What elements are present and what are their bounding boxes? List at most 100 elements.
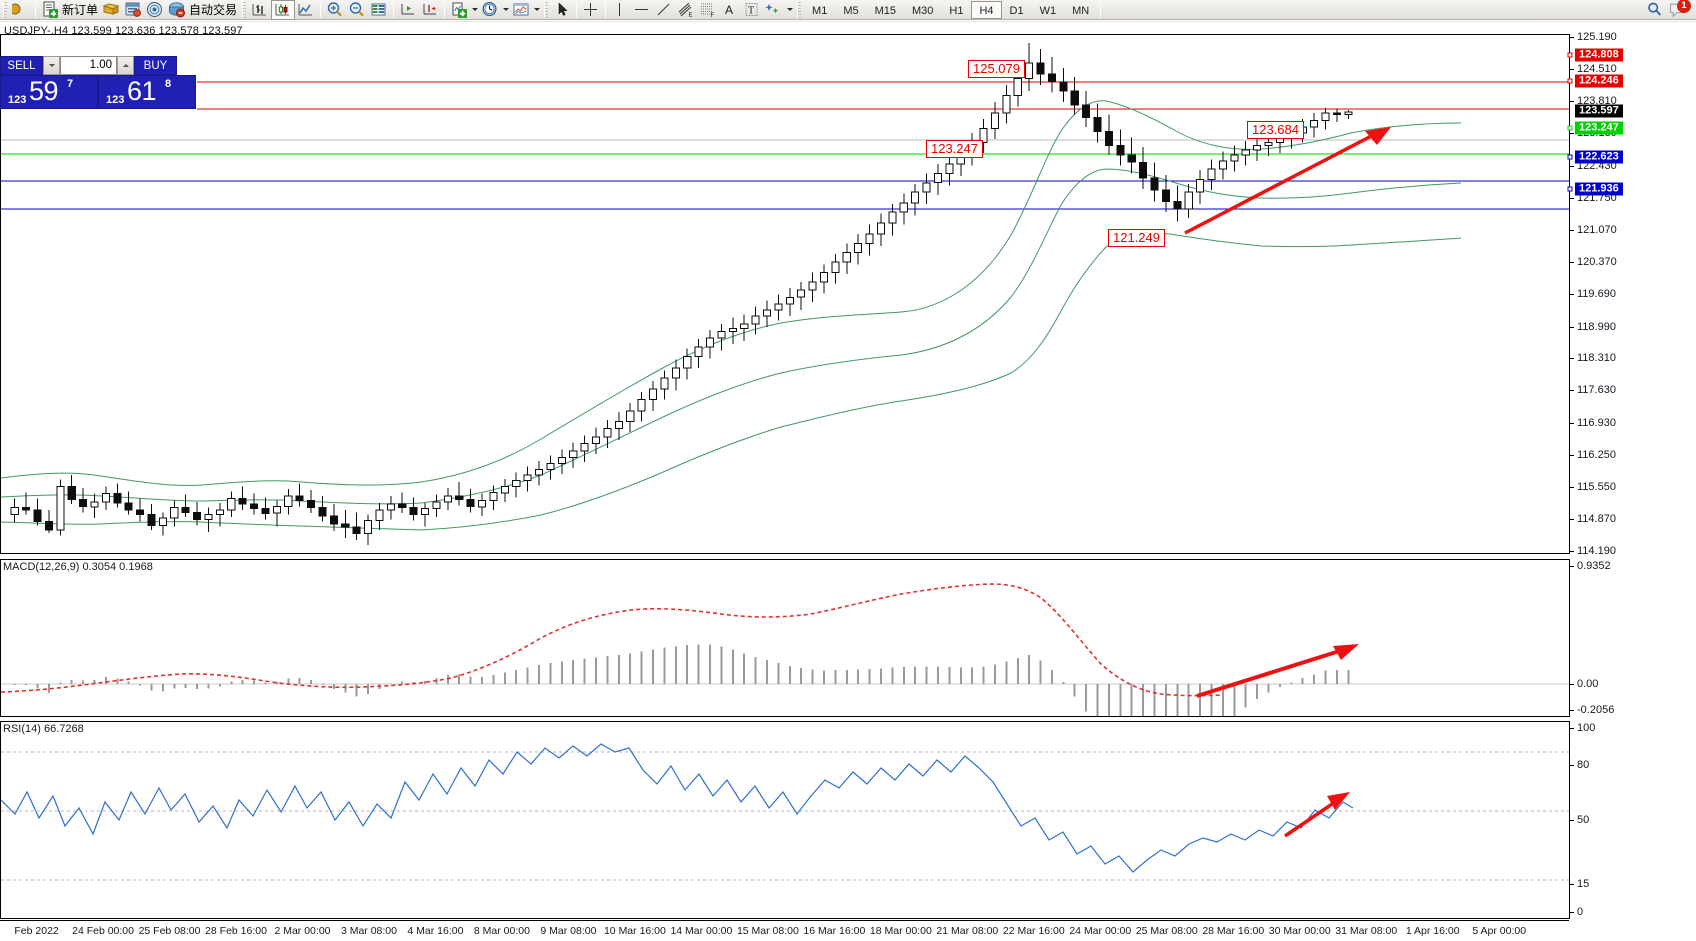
timeframe-w1[interactable]: W1 (1039, 4, 1057, 17)
bid-price-display[interactable]: 123 59 7 (0, 75, 98, 109)
timeframe-h1[interactable]: H1 (949, 4, 964, 17)
navigator-button[interactable] (144, 0, 166, 20)
toolbar-grip-4[interactable] (797, 1, 802, 18)
toolbar-grip[interactable] (3, 1, 7, 18)
time-axis-label: 14 Mar 00:00 (670, 925, 733, 937)
price-trendline-arrow (1184, 127, 1391, 235)
cursor-button[interactable] (551, 0, 573, 20)
templates-button[interactable] (510, 0, 532, 20)
level-lines (1, 81, 1569, 210)
toolbar-grip-2[interactable] (242, 1, 247, 18)
zoom-in-button[interactable] (324, 0, 346, 20)
sell-button[interactable]: SELL (0, 56, 43, 75)
notifications-button[interactable]: 1 (1666, 0, 1691, 20)
toolbar-separator-4 (444, 1, 446, 18)
rsi-panel[interactable]: RSI(14) 66.7268 (0, 721, 1569, 919)
search-button[interactable] (1644, 0, 1666, 20)
toolbar-partial-icon[interactable] (10, 0, 32, 20)
volume-increment-button[interactable] (117, 56, 134, 75)
macd-axis[interactable]: 0.9352 0.00 -0.2056 (1569, 559, 1696, 717)
templates-chevron-down-icon[interactable] (532, 0, 541, 20)
ask-price-prefix: 123 (106, 94, 125, 106)
line-chart-button[interactable] (295, 0, 317, 20)
crosshair-button[interactable] (580, 0, 602, 20)
volume-decrement-button[interactable] (43, 56, 60, 75)
price-level-handle[interactable] (1567, 186, 1573, 192)
auto-scroll-button[interactable] (419, 0, 441, 20)
timeframe-m5[interactable]: M5 (843, 4, 859, 17)
price-level-handle[interactable] (1567, 78, 1573, 84)
toolbar-separator-6 (605, 1, 607, 18)
text-button[interactable]: A (719, 0, 741, 20)
shapes-chevron-down-icon[interactable] (785, 0, 794, 20)
price-level-chip-ask-line[interactable]: 124.246 (1575, 74, 1623, 88)
rsi-trendline-arrow (1284, 792, 1350, 838)
rsi-axis[interactable]: 100 80 50 15 0 (1569, 721, 1696, 919)
macd-panel[interactable]: MACD(12,26,9) 0.3054 0.1968 (0, 559, 1569, 717)
price-panel[interactable] (0, 34, 1569, 554)
toolbar-grip-3[interactable] (544, 1, 549, 18)
price-level-chip-last-price[interactable]: 123.597 (1575, 104, 1623, 118)
price-axis-tick (1570, 262, 1574, 264)
timeframe-h4[interactable]: H4 (971, 0, 1002, 19)
periods-button[interactable] (479, 0, 501, 20)
equidistant-channel-button[interactable]: E (675, 0, 697, 20)
chart-area[interactable]: USDJPY-,H4 123.599 123.636 123.578 123.5… (0, 21, 1696, 941)
price-axis-tick (1570, 326, 1574, 328)
timeframe-mn[interactable]: MN (1072, 4, 1090, 17)
price-level-chip-bid-line[interactable]: 123.247 (1575, 121, 1623, 135)
periods-chevron-down-icon[interactable] (501, 0, 510, 20)
bar-chart-button[interactable] (249, 0, 271, 20)
price-level-chip-ask-line[interactable]: 124.808 (1575, 48, 1623, 62)
time-axis-label: 5 Apr 00:00 (1472, 925, 1527, 937)
autotrading-button[interactable] (166, 0, 188, 20)
macd-histogram (13, 644, 1350, 716)
rsi-axis-label: 50 (1577, 814, 1590, 826)
macd-plot[interactable] (1, 560, 1569, 716)
horizontal-line-button[interactable] (631, 0, 653, 20)
ask-price-display[interactable]: 123 61 8 (98, 75, 196, 109)
rsi-plot[interactable] (1, 722, 1569, 918)
timeframe-m30[interactable]: M30 (912, 4, 934, 17)
price-level-handle[interactable] (1567, 125, 1573, 131)
candlestick-chart-button[interactable] (271, 0, 296, 20)
vertical-line-button[interactable] (609, 0, 631, 20)
indicators-chevron-down-icon[interactable] (470, 0, 479, 20)
volume-input[interactable]: 1.00 (60, 56, 117, 75)
fibonacci-button[interactable]: F (697, 0, 719, 20)
chart-shift-button[interactable] (397, 0, 419, 20)
toolbar-separator-2 (320, 1, 322, 18)
expert-advisors-button[interactable] (100, 0, 122, 20)
price-level-handle[interactable] (1567, 154, 1573, 160)
text-label-button[interactable]: T (741, 0, 763, 20)
rsi-axis-label: 0 (1577, 906, 1584, 918)
timeframe-m15[interactable]: M15 (874, 4, 896, 17)
time-axis-label: 28 Feb 16:00 (205, 925, 267, 937)
buy-button[interactable]: BUY (134, 56, 177, 75)
time-axis-label: 4 Mar 16:00 (407, 925, 464, 937)
trendline-button[interactable] (653, 0, 675, 20)
timeframe-d1[interactable]: D1 (1009, 4, 1024, 17)
one-click-trading-panel[interactable]: SELL 1.00 BUY 123 59 7 123 61 8 (0, 56, 196, 109)
zoom-out-button[interactable] (346, 0, 368, 20)
price-level-handle[interactable] (1567, 52, 1573, 58)
price-level-chip-support-line[interactable]: 122.623 (1575, 150, 1623, 164)
timeframe-m1[interactable]: M1 (812, 4, 828, 17)
time-axis-label: 30 Mar 00:00 (1268, 925, 1331, 937)
price-level-chip-support-line[interactable]: 121.936 (1575, 182, 1623, 196)
price-plot[interactable] (1, 35, 1569, 553)
time-axis[interactable]: Feb 2022 24 Feb 00:00 25 Feb 08:00 28 Feb 1… (0, 920, 1569, 941)
autotrading-label[interactable]: 自动交易 (189, 2, 238, 17)
rsi-line (1, 743, 1354, 873)
chart-grid-button[interactable] (368, 0, 390, 20)
new-order-label[interactable]: 新订单 (62, 2, 99, 17)
price-axis-tick (1570, 390, 1574, 392)
indicators-button[interactable] (448, 0, 470, 20)
new-order-button[interactable] (39, 0, 61, 20)
time-axis-label: 31 Mar 08:00 (1335, 925, 1398, 937)
price-axis-label: 115.550 (1577, 481, 1616, 494)
price-axis-label: 118.990 (1577, 320, 1616, 333)
price-axis[interactable]: 125.190124.510123.810123.130122.430121.7… (1567, 31, 1696, 557)
shapes-button[interactable] (763, 0, 785, 20)
data-window-button[interactable] (122, 0, 144, 20)
